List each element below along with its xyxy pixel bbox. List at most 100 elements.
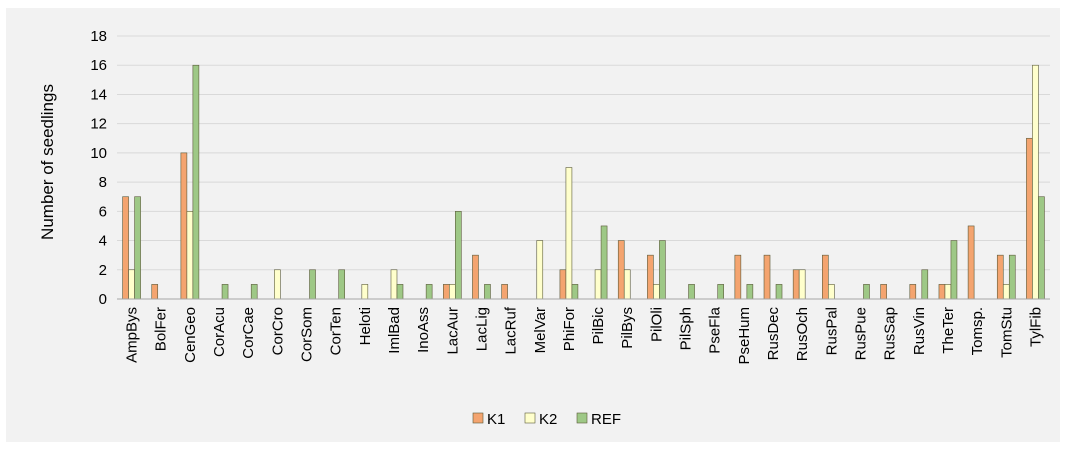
x-tick-label: CenGeo — [182, 307, 199, 363]
y-tick-label: 10 — [90, 145, 107, 162]
bar-ref-rusdec — [775, 284, 783, 300]
x-tick-label: PseHum — [736, 307, 753, 365]
legend-label-k2: K2 — [539, 411, 557, 428]
bar-ref-ampbys — [134, 196, 141, 300]
x-tick-label: CorAcu — [211, 307, 228, 357]
bar-k2-tomstu — [1002, 284, 1010, 300]
x-tick-labels: AmpBys BolFer CenGeo CorAcu CorCae CorCro CorS… — [124, 306, 1045, 364]
y-tick-label: 18 — [90, 28, 107, 45]
y-tick-label: 0 — [99, 291, 107, 308]
x-tick-label: BolFer — [153, 307, 170, 351]
bar-ref-psefla — [717, 284, 725, 300]
x-tick-label: Tomsp. — [969, 307, 986, 355]
bar-k1-lacaur — [442, 284, 450, 300]
y-axis-title: Number of seedlings — [38, 84, 57, 240]
x-tick-label: CorSom — [299, 307, 316, 362]
legend-swatch-k2 — [524, 412, 536, 424]
bar-k2-imlbad — [390, 269, 398, 300]
bar-k1-russap — [880, 284, 887, 300]
x-tick-label: RusSap — [882, 307, 899, 360]
bar-k1-rusdec — [763, 254, 771, 300]
bar-ref-rusvin — [921, 269, 929, 300]
bar-k1-ruspal — [822, 254, 829, 300]
x-tick-label: PseFla — [707, 306, 724, 353]
x-tick-label: LacRuf — [503, 306, 520, 354]
bar-ref-laclig — [484, 284, 491, 300]
bar-ref-inoass — [425, 284, 433, 300]
bar-k2-lacaur — [448, 284, 456, 300]
bar-ref-phifor — [571, 284, 579, 300]
bar-ref-corcae — [250, 284, 258, 300]
bar-k2-pilbys — [623, 269, 631, 300]
bar-k1-lacruf — [501, 284, 508, 300]
bar-k2-ampbys — [128, 269, 135, 300]
x-tick-label: TylFib — [1027, 307, 1044, 347]
bar-k2-pilbic — [594, 269, 602, 300]
x-tick-label: MelVar — [532, 307, 549, 353]
x-tick-label: PilBic — [590, 307, 607, 345]
x-tick-label: RusPal — [823, 307, 840, 355]
bar-k2-rusoch — [798, 269, 806, 300]
legend-label-k1: K1 — [487, 411, 505, 428]
x-tick-label: CorTen — [328, 307, 345, 355]
x-tick-label: RusDec — [765, 307, 782, 361]
y-tick-label: 6 — [99, 203, 107, 220]
x-tick-label: RusVin — [911, 307, 928, 355]
x-tick-label: PhiFor — [561, 307, 578, 351]
bar-k1-piloli — [647, 254, 654, 300]
bar-ref-ruspue — [863, 284, 870, 300]
x-tick-label: RusOch — [794, 307, 811, 361]
bar-k2-piloli — [653, 284, 660, 300]
bar-k2-theter — [944, 284, 952, 300]
x-tick-label: RusPue — [852, 307, 869, 360]
bar-ref-corsom — [309, 269, 316, 300]
bar-k1-cengeo — [180, 152, 188, 300]
gridlines — [117, 35, 1050, 271]
x-tick-label: LacLig — [473, 307, 490, 351]
y-tick-label: 12 — [90, 116, 107, 133]
bar-ref-cengeo — [192, 64, 200, 300]
bar-ref-piloli — [659, 240, 666, 300]
x-tick-label: AmpBys — [124, 307, 141, 363]
bar-ref-pilbic — [600, 225, 608, 300]
bar-ref-tomstu — [1008, 254, 1016, 300]
bar-k1-bolfer — [151, 284, 159, 300]
bar-k2-melvar — [536, 240, 544, 300]
x-tick-label: PilSph — [678, 307, 695, 350]
x-tick-label: Heloti — [357, 307, 374, 345]
bar-ref-coracu — [221, 284, 229, 300]
bar-k1-pilbys — [617, 240, 625, 300]
bars — [122, 64, 1045, 300]
bar-k1-psehum — [734, 254, 742, 300]
bar-k1-ampbys — [122, 196, 129, 300]
bar-k2-heloti — [361, 284, 369, 300]
bar-k1-phifor — [559, 269, 567, 300]
legend: K1 K2 REF — [472, 411, 621, 428]
bar-k1-tylfib — [1026, 137, 1033, 300]
bar-k1-theter — [938, 284, 946, 300]
bar-k1-rusoch — [792, 269, 800, 300]
y-tick-label: 8 — [99, 174, 107, 191]
legend-label-ref: REF — [591, 411, 621, 428]
bar-ref-imlbad — [396, 284, 404, 300]
y-tick-label: 2 — [99, 262, 107, 279]
bar-k1-laclig — [472, 254, 479, 300]
y-tick-label: 14 — [90, 86, 107, 103]
x-tick-label: TheTer — [940, 307, 957, 354]
x-tick-label: LacAur — [444, 307, 461, 355]
bar-k2-ruspal — [828, 284, 835, 300]
y-tick-labels: 0 2 4 6 8 10 12 14 16 18 — [90, 28, 107, 308]
bar-ref-tylfib — [1038, 196, 1045, 300]
bar-k1-tomsp — [967, 225, 975, 300]
bar-ref-corten — [338, 269, 345, 300]
bar-k2-tylfib — [1032, 64, 1039, 300]
bar-ref-psehum — [746, 284, 754, 300]
legend-swatch-ref — [576, 412, 588, 424]
chart-area: 0 2 4 6 8 10 12 14 16 18 AmpBys BolFer CenGeo CorAcu… — [6, 8, 1060, 442]
x-tick-label: CorCae — [240, 307, 257, 359]
bar-chart: 0 2 4 6 8 10 12 14 16 18 AmpBys BolFer CenGeo CorAcu… — [38, 28, 1050, 428]
bar-k2-corcro — [274, 269, 281, 300]
x-tick-label: PilOli — [648, 307, 665, 342]
bar-k1-tomstu — [996, 254, 1004, 300]
bar-ref-theter — [950, 240, 958, 300]
